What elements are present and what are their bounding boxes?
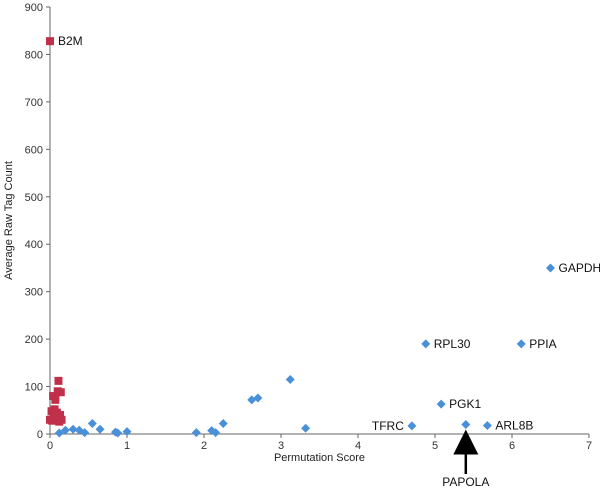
y-tick-label: 200 <box>25 334 43 346</box>
x-tick-label: 1 <box>124 440 130 452</box>
data-point-diamond <box>421 339 431 349</box>
y-tick-label: 100 <box>25 382 43 394</box>
data-point-square <box>51 395 60 404</box>
data-point-diamond <box>191 428 201 438</box>
data-point-diamond <box>54 428 64 438</box>
x-axis-label: Permutation Score <box>274 452 365 464</box>
y-tick-label: 400 <box>25 239 43 251</box>
y-axis-label: Average Raw Tag Count <box>3 161 15 280</box>
axis-ticks: 0 1 2 3 4 5 6 7 0 100 200 300 400 500 600 700 800 900 <box>25 2 592 452</box>
data-point-diamond <box>253 393 263 403</box>
x-tick-label: 5 <box>432 440 438 452</box>
data-point-square <box>54 376 63 385</box>
data-point-diamond <box>80 428 90 438</box>
y-tick-label: 300 <box>25 287 43 299</box>
data-point-square <box>56 388 65 397</box>
annotation-label: PAPOLA <box>442 475 489 489</box>
point-label: PPIA <box>529 337 556 351</box>
x-tick-label: 2 <box>201 440 207 452</box>
x-tick-label: 4 <box>355 440 361 452</box>
point-label: TFRC <box>372 419 404 433</box>
annotations: PAPOLA <box>442 429 489 489</box>
data-point-diamond <box>95 424 105 434</box>
point-label: B2M <box>58 34 83 48</box>
data-point-diamond <box>113 428 123 438</box>
data-point-diamond <box>436 399 446 409</box>
axes <box>49 7 589 435</box>
data-point-square <box>56 411 65 420</box>
point-label: PGK1 <box>449 397 481 411</box>
y-tick-label: 800 <box>25 49 43 61</box>
data-point-square <box>46 37 54 46</box>
data-marks <box>46 37 555 438</box>
data-point-diamond <box>482 420 492 430</box>
data-point-diamond <box>87 419 97 429</box>
y-tick-label: 500 <box>25 192 43 204</box>
data-point-diamond <box>122 427 132 437</box>
data-point-diamond <box>461 420 471 430</box>
data-point-diamond <box>546 263 555 273</box>
x-tick-label: 7 <box>586 440 592 452</box>
y-tick-label: 600 <box>25 144 43 156</box>
data-point-diamond <box>407 421 417 431</box>
data-point-square <box>57 415 66 424</box>
data-point-diamond <box>301 423 311 433</box>
x-tick-label: 3 <box>278 440 284 452</box>
point-label: RPL30 <box>434 337 471 351</box>
y-tick-label: 0 <box>37 429 43 441</box>
data-point-diamond <box>218 419 228 429</box>
data-point-diamond <box>285 374 295 384</box>
data-point-diamond <box>60 425 70 435</box>
y-tick-label: 900 <box>25 2 43 14</box>
x-tick-label: 0 <box>47 440 53 452</box>
data-point-diamond <box>68 424 78 434</box>
point-labels: B2M TFRC RPL30 PGK1 ARL8B PPIA GAPDH <box>58 34 600 433</box>
x-tick-label: 6 <box>509 440 515 452</box>
y-tick-label: 700 <box>25 97 43 109</box>
point-label: ARL8B <box>495 418 533 432</box>
data-point-diamond <box>516 339 526 349</box>
point-label: GAPDH <box>559 261 600 275</box>
data-point-diamond <box>211 428 221 438</box>
